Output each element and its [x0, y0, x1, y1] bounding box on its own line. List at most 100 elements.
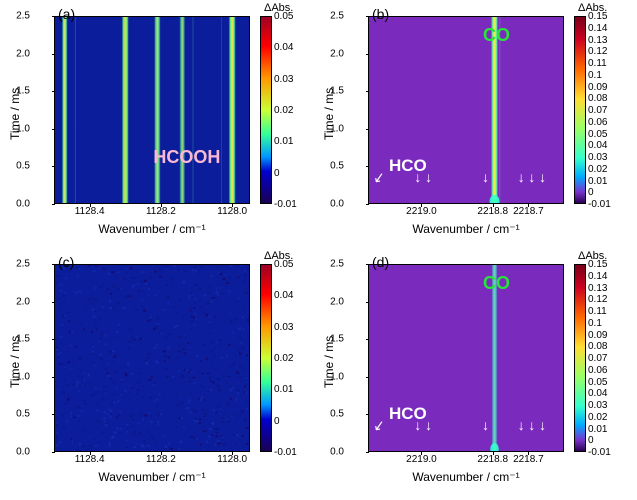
colorbar-tick: 0.01 — [274, 384, 293, 395]
plot-area: COHCO↙↓↓↓↓↓↓ — [368, 16, 564, 204]
colorbar-tick: 0.14 — [588, 23, 607, 34]
heatmap-svg — [368, 16, 564, 204]
colorbar-tick: 0.04 — [274, 290, 293, 301]
colorbar-tick: 0.01 — [588, 424, 607, 435]
colorbar-tick: 0.14 — [588, 271, 607, 282]
colorbar-tick: 0.13 — [588, 35, 607, 46]
x-tick: 2218.7 — [513, 206, 544, 217]
y-tick: 2.5 — [322, 259, 344, 270]
plot-area — [54, 264, 250, 452]
colorbar-tick: 0.01 — [274, 136, 293, 147]
y-tick: 0.5 — [8, 161, 30, 172]
x-axis-label: Wavenumber / cm⁻¹ — [368, 222, 564, 236]
panel-d: COHCO↙↓↓↓↓↓↓(d)0.00.51.01.52.02.5Time / … — [320, 252, 630, 494]
y-tick: 0.0 — [8, 199, 30, 210]
colorbar-tick: 0.02 — [588, 164, 607, 175]
panel-label: (a) — [58, 6, 75, 22]
y-axis-label: Time / ms — [322, 88, 336, 140]
colorbar-tick: 0.01 — [588, 176, 607, 187]
colorbar-tick: 0.09 — [588, 82, 607, 93]
x-tick: 1128.0 — [217, 206, 247, 217]
plot-area: HCOOH — [54, 16, 250, 204]
y-tick: 0.0 — [322, 199, 344, 210]
colorbar-tick: 0.06 — [588, 117, 607, 128]
colorbar-tick: -0.01 — [588, 447, 611, 458]
y-axis-label: Time / ms — [8, 336, 22, 388]
colorbar-tick: 0.04 — [274, 42, 293, 53]
y-tick: 0.0 — [8, 447, 30, 458]
x-tick: 1128.2 — [146, 454, 176, 465]
colorbar-tick: 0.07 — [588, 353, 607, 364]
colorbar-tick: -0.01 — [588, 199, 611, 210]
colorbar-tick: 0.11 — [588, 306, 607, 317]
colorbar-tick: 0 — [274, 416, 280, 427]
colorbar-tick: 0.03 — [588, 400, 607, 411]
y-tick: 0.5 — [322, 161, 344, 172]
colorbar-tick: 0.02 — [274, 353, 293, 364]
y-axis-label: Time / ms — [322, 336, 336, 388]
colorbar-tick: 0.13 — [588, 283, 607, 294]
colorbar-tick: 0.1 — [588, 318, 602, 329]
y-tick: 0.5 — [8, 409, 30, 420]
colorbar — [574, 16, 586, 204]
colorbar-tick: 0.11 — [588, 58, 607, 69]
colorbar-tick: 0.02 — [274, 105, 293, 116]
x-tick: 2219.0 — [406, 206, 437, 217]
y-tick: 0.5 — [322, 409, 344, 420]
y-tick: 2.5 — [8, 259, 30, 270]
panel-a: HCOOH(a)0.00.51.01.52.02.5Time / ms1128.… — [6, 4, 316, 246]
colorbar-tick: -0.01 — [274, 447, 297, 458]
x-tick: 2218.8 — [477, 206, 508, 217]
colorbar-tick: 0 — [274, 168, 280, 179]
x-tick: 1128.4 — [75, 206, 105, 217]
colorbar-tick: 0.08 — [588, 341, 607, 352]
x-tick: 1128.4 — [75, 454, 105, 465]
x-tick: 1128.0 — [217, 454, 247, 465]
colorbar-tick: 0.04 — [588, 388, 607, 399]
colorbar-tick: 0.12 — [588, 294, 607, 305]
colorbar-tick: 0.05 — [274, 11, 293, 22]
y-axis-label: Time / ms — [8, 88, 22, 140]
heatmap-svg — [368, 264, 564, 452]
colorbar-tick: 0.1 — [588, 70, 602, 81]
x-axis-label: Wavenumber / cm⁻¹ — [368, 470, 564, 484]
colorbar-tick: 0.04 — [588, 140, 607, 151]
x-tick: 1128.2 — [146, 206, 176, 217]
colorbar — [260, 16, 272, 204]
y-tick: 2.5 — [8, 11, 30, 22]
colorbar-tick: 0.15 — [588, 11, 607, 22]
y-tick: 2.0 — [8, 48, 30, 59]
colorbar — [574, 264, 586, 452]
plot-area: COHCO↙↓↓↓↓↓↓ — [368, 264, 564, 452]
colorbar-tick: 0.05 — [588, 129, 607, 140]
colorbar-tick: 0.06 — [588, 365, 607, 376]
colorbar-tick: 0.05 — [588, 377, 607, 388]
colorbar-tick: 0.03 — [588, 152, 607, 163]
colorbar-tick: 0.12 — [588, 46, 607, 57]
colorbar-tick: 0.05 — [274, 259, 293, 270]
colorbar-tick: 0 — [588, 435, 594, 446]
x-axis-label: Wavenumber / cm⁻¹ — [54, 222, 250, 236]
y-tick: 2.5 — [322, 11, 344, 22]
y-tick: 2.0 — [322, 296, 344, 307]
colorbar-tick: 0 — [588, 187, 594, 198]
colorbar-tick: 0.08 — [588, 93, 607, 104]
heatmap-svg — [54, 264, 250, 452]
panel-c: (c)0.00.51.01.52.02.5Time / ms1128.41128… — [6, 252, 316, 494]
colorbar-tick: 0.07 — [588, 105, 607, 116]
colorbar-tick: 0.15 — [588, 259, 607, 270]
panel-label: (d) — [372, 254, 389, 270]
y-tick: 0.0 — [322, 447, 344, 458]
colorbar-tick: 0.03 — [274, 74, 293, 85]
x-tick: 2218.7 — [513, 454, 544, 465]
heatmap-svg — [54, 16, 250, 204]
panel-label: (b) — [372, 6, 389, 22]
colorbar — [260, 264, 272, 452]
panel-b: COHCO↙↓↓↓↓↓↓(b)0.00.51.01.52.02.5Time / … — [320, 4, 630, 246]
panel-label: (c) — [58, 254, 74, 270]
y-tick: 2.0 — [8, 296, 30, 307]
y-tick: 2.0 — [322, 48, 344, 59]
colorbar-tick: 0.03 — [274, 322, 293, 333]
x-axis-label: Wavenumber / cm⁻¹ — [54, 470, 250, 484]
colorbar-tick: -0.01 — [274, 199, 297, 210]
